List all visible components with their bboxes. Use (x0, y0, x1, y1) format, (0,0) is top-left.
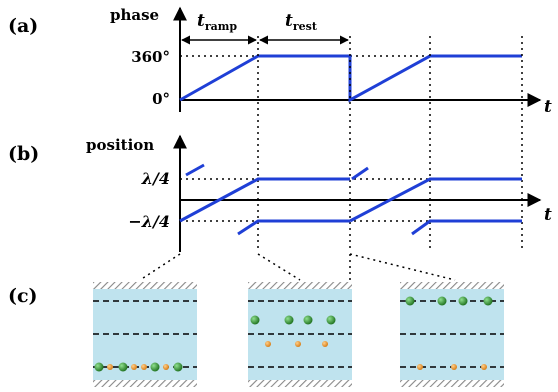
orange-atom (265, 341, 271, 347)
phase-tick-360: 360° (131, 48, 170, 66)
position-tick-bottom: −λ/4 (128, 212, 170, 231)
green-atom (437, 296, 447, 306)
t-ramp-label: tramp (197, 11, 237, 33)
phase-tick-0: 0° (152, 90, 170, 108)
pos-seg-6 (411, 219, 522, 236)
connector-3b (349, 253, 456, 281)
green-atom (250, 315, 260, 325)
orange-atom (141, 364, 147, 370)
orange-atom (107, 364, 113, 370)
pos-seg-2 (179, 177, 350, 223)
inset-2 (248, 282, 352, 387)
orange-atom (295, 341, 301, 347)
position-tick-top: λ/4 (141, 169, 170, 188)
pos-seg-5 (349, 177, 522, 223)
inset-1-atoms (94, 362, 183, 372)
inset-1-bottom-wall (93, 380, 197, 387)
green-atom (173, 362, 183, 372)
phase-axis-label: phase (110, 6, 159, 24)
inset-2-bottom-wall (248, 380, 352, 387)
green-atom (94, 362, 104, 372)
green-atom (405, 296, 415, 306)
time-guides (257, 36, 523, 252)
orange-atom (163, 364, 169, 370)
connector-2 (257, 253, 301, 281)
green-atom (303, 315, 313, 325)
orange-atom (451, 364, 457, 370)
inset-1-top-wall (93, 282, 197, 289)
orange-atom (417, 364, 423, 370)
inset-2-lattice-lines (248, 300, 352, 368)
connector-1 (139, 253, 181, 281)
inset-3-atoms (405, 296, 493, 370)
panel-label-b: (b) (8, 143, 39, 165)
phase-time-label: t (544, 97, 552, 117)
position-time-label: t (544, 205, 552, 225)
phase-waveform (179, 54, 522, 103)
zoom-connectors (139, 253, 456, 281)
green-atom (118, 362, 128, 372)
pos-seg-3 (237, 219, 350, 236)
orange-atom (322, 341, 328, 347)
panel-label-c: (c) (8, 285, 38, 307)
pos-seg-1 (185, 163, 205, 177)
t-rest-label: trest (285, 11, 318, 33)
panel-b: (b) position t λ/4 −λ/4 (8, 134, 552, 252)
green-atom (326, 315, 336, 325)
green-atom (150, 362, 160, 372)
inset-3-top-wall (400, 282, 504, 289)
orange-atom (481, 364, 487, 370)
position-axis-label: position (86, 136, 154, 154)
green-atom (458, 296, 468, 306)
inset-2-top-wall (248, 282, 352, 289)
inset-1 (93, 282, 197, 387)
position-waveforms (179, 163, 522, 236)
panel-label-a: (a) (8, 15, 38, 37)
green-atom (483, 296, 493, 306)
pos-seg-4 (351, 166, 369, 181)
panel-a: (a) phase t 360° 0° tramp trest (8, 6, 552, 117)
orange-atom (131, 364, 137, 370)
inset-3 (400, 282, 504, 387)
inset-3-bottom-wall (400, 380, 504, 387)
green-atom (284, 315, 294, 325)
inset-2-atoms (250, 315, 336, 347)
